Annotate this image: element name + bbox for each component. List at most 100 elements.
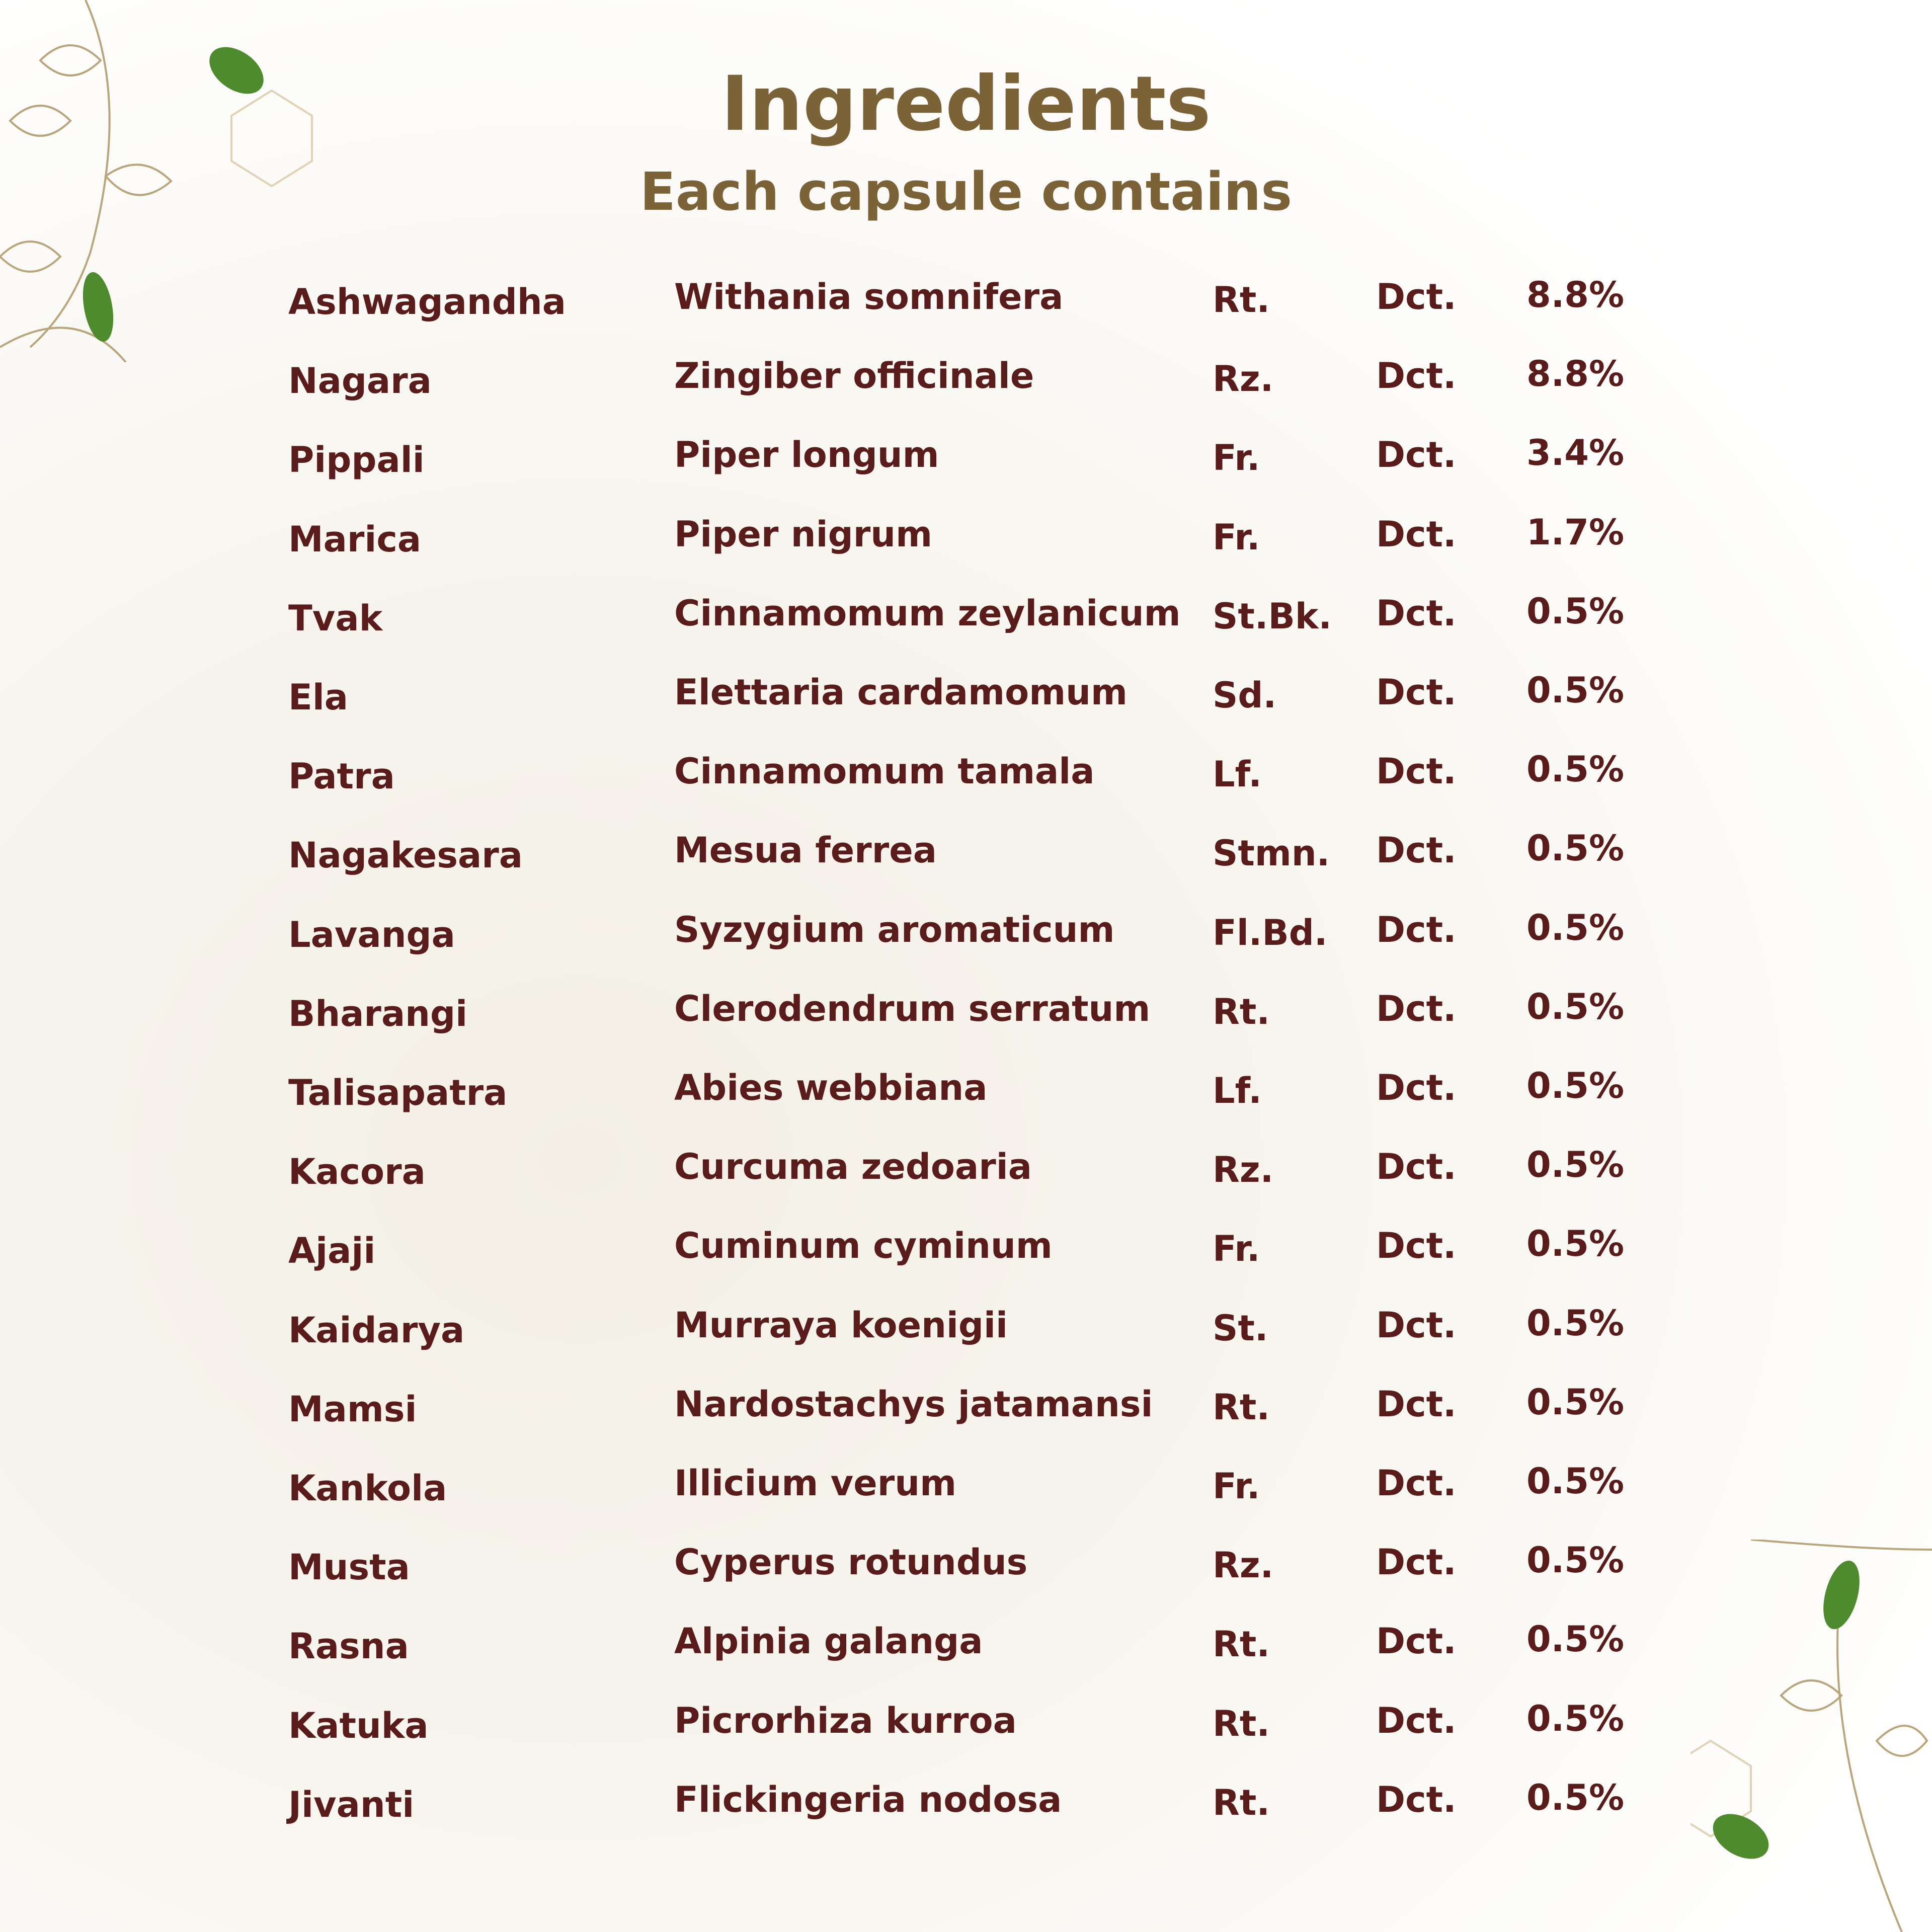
botanical-name: Elettaria cardamomum (674, 672, 1128, 713)
plant-part: Rt. (1213, 1703, 1270, 1744)
common-name: Bharangi (288, 993, 468, 1034)
form: Dct. (1376, 1304, 1457, 1346)
plant-part: Rz. (1213, 1545, 1274, 1586)
botanical-name: Alpinia galanga (674, 1621, 983, 1662)
botanical-name: Cuminum cyminum (674, 1225, 1053, 1267)
common-name: Nagakesara (288, 835, 523, 876)
botanical-name: Abies webbiana (674, 1067, 988, 1108)
plant-part: St.Bk. (1213, 595, 1332, 637)
form: Dct. (1376, 751, 1457, 792)
common-name: Katuka (288, 1705, 429, 1746)
botanical-name: Illicium verum (674, 1463, 957, 1504)
percentage: 0.5% (1526, 986, 1625, 1027)
form: Dct. (1376, 434, 1457, 476)
botanical-name: Cyperus rotundus (674, 1542, 1028, 1583)
botanical-name: Syzygium aromaticum (674, 909, 1115, 950)
percentage: 0.5% (1526, 1461, 1625, 1502)
botanical-name: Zingiber officinale (674, 355, 1034, 397)
botanical-name: Piper nigrum (674, 513, 933, 555)
botanical-name: Cinnamomum zeylanicum (674, 592, 1181, 634)
floral-decoration (1691, 1540, 1932, 1932)
plant-part: Stmn. (1213, 833, 1330, 874)
plant-part: Rz. (1213, 358, 1274, 400)
common-name: Musta (288, 1547, 410, 1588)
common-name: Lavanga (288, 914, 455, 955)
botanical-name: Picrorhiza kurroa (674, 1700, 1017, 1741)
percentage: 8.8% (1526, 353, 1625, 395)
plant-part: Rt. (1213, 279, 1270, 320)
form: Dct. (1376, 672, 1457, 713)
form: Dct. (1376, 276, 1457, 317)
common-name: Tvak (288, 597, 383, 639)
plant-part: Rt. (1213, 1386, 1270, 1428)
plant-part: Fr. (1213, 516, 1260, 558)
form: Dct. (1376, 830, 1457, 871)
plant-part: Fr. (1213, 437, 1260, 479)
plant-part: Rt. (1213, 991, 1270, 1032)
common-name: Rasna (288, 1626, 409, 1667)
common-name: Kacora (288, 1151, 426, 1193)
botanical-name: Cinnamomum tamala (674, 751, 1095, 792)
subtitle: Each capsule contains (639, 161, 1293, 222)
percentage: 0.5% (1526, 1619, 1625, 1660)
percentage: 1.7% (1526, 511, 1625, 553)
percentage: 0.5% (1526, 1223, 1625, 1265)
plant-part: Sd. (1213, 675, 1277, 716)
common-name: Patra (288, 756, 395, 797)
common-name: Ajaji (288, 1230, 376, 1272)
botanical-name: Withania somnifera (674, 276, 1064, 317)
percentage: 0.5% (1526, 1381, 1625, 1423)
plant-part: Lf. (1213, 1070, 1262, 1111)
form: Dct. (1376, 1463, 1457, 1504)
percentage: 0.5% (1526, 907, 1625, 948)
form: Dct. (1376, 1225, 1457, 1267)
botanical-name: Curcuma zedoaria (674, 1146, 1032, 1188)
percentage: 0.5% (1526, 1777, 1625, 1818)
form: Dct. (1376, 1779, 1457, 1820)
common-name: Nagara (288, 360, 432, 402)
botanical-name: Nardostachys jatamansi (674, 1383, 1153, 1425)
percentage: 0.5% (1526, 1302, 1625, 1344)
form: Dct. (1376, 1383, 1457, 1425)
common-name: Jivanti (288, 1784, 415, 1825)
floral-decoration (0, 0, 313, 362)
percentage: 0.5% (1526, 828, 1625, 869)
common-name: Mamsi (288, 1388, 417, 1430)
percentage: 0.5% (1526, 749, 1625, 790)
botanical-name: Flickingeria nodosa (674, 1779, 1062, 1820)
botanical-name: Murraya koenigii (674, 1304, 1008, 1346)
plant-part: Lf. (1213, 754, 1262, 795)
common-name: Ashwagandha (288, 281, 566, 323)
common-name: Ela (288, 677, 349, 718)
form: Dct. (1376, 355, 1457, 397)
form: Dct. (1376, 1621, 1457, 1662)
common-name: Kaidarya (288, 1309, 465, 1351)
plant-part: Fr. (1213, 1228, 1260, 1270)
plant-part: Fl.Bd. (1213, 912, 1328, 953)
plant-part: Rz. (1213, 1149, 1274, 1191)
botanical-name: Mesua ferrea (674, 830, 937, 871)
form: Dct. (1376, 513, 1457, 555)
title: Ingredients (721, 60, 1211, 148)
plant-part: Fr. (1213, 1466, 1260, 1507)
plant-part: Rt. (1213, 1624, 1270, 1665)
percentage: 0.5% (1526, 1540, 1625, 1581)
botanical-name: Clerodendrum serratum (674, 988, 1151, 1029)
form: Dct. (1376, 909, 1457, 950)
form: Dct. (1376, 592, 1457, 634)
percentage: 0.5% (1526, 1144, 1625, 1186)
common-name: Pippali (288, 439, 425, 481)
percentage: 3.4% (1526, 432, 1625, 474)
percentage: 0.5% (1526, 1065, 1625, 1106)
percentage: 8.8% (1526, 274, 1625, 315)
form: Dct. (1376, 1542, 1457, 1583)
percentage: 0.5% (1526, 590, 1625, 632)
plant-part: Rt. (1213, 1782, 1270, 1823)
form: Dct. (1376, 1700, 1457, 1741)
botanical-name: Piper longum (674, 434, 939, 476)
percentage: 0.5% (1526, 670, 1625, 711)
common-name: Kankola (288, 1468, 447, 1509)
plant-part: St. (1213, 1307, 1268, 1349)
common-name: Marica (288, 518, 422, 560)
